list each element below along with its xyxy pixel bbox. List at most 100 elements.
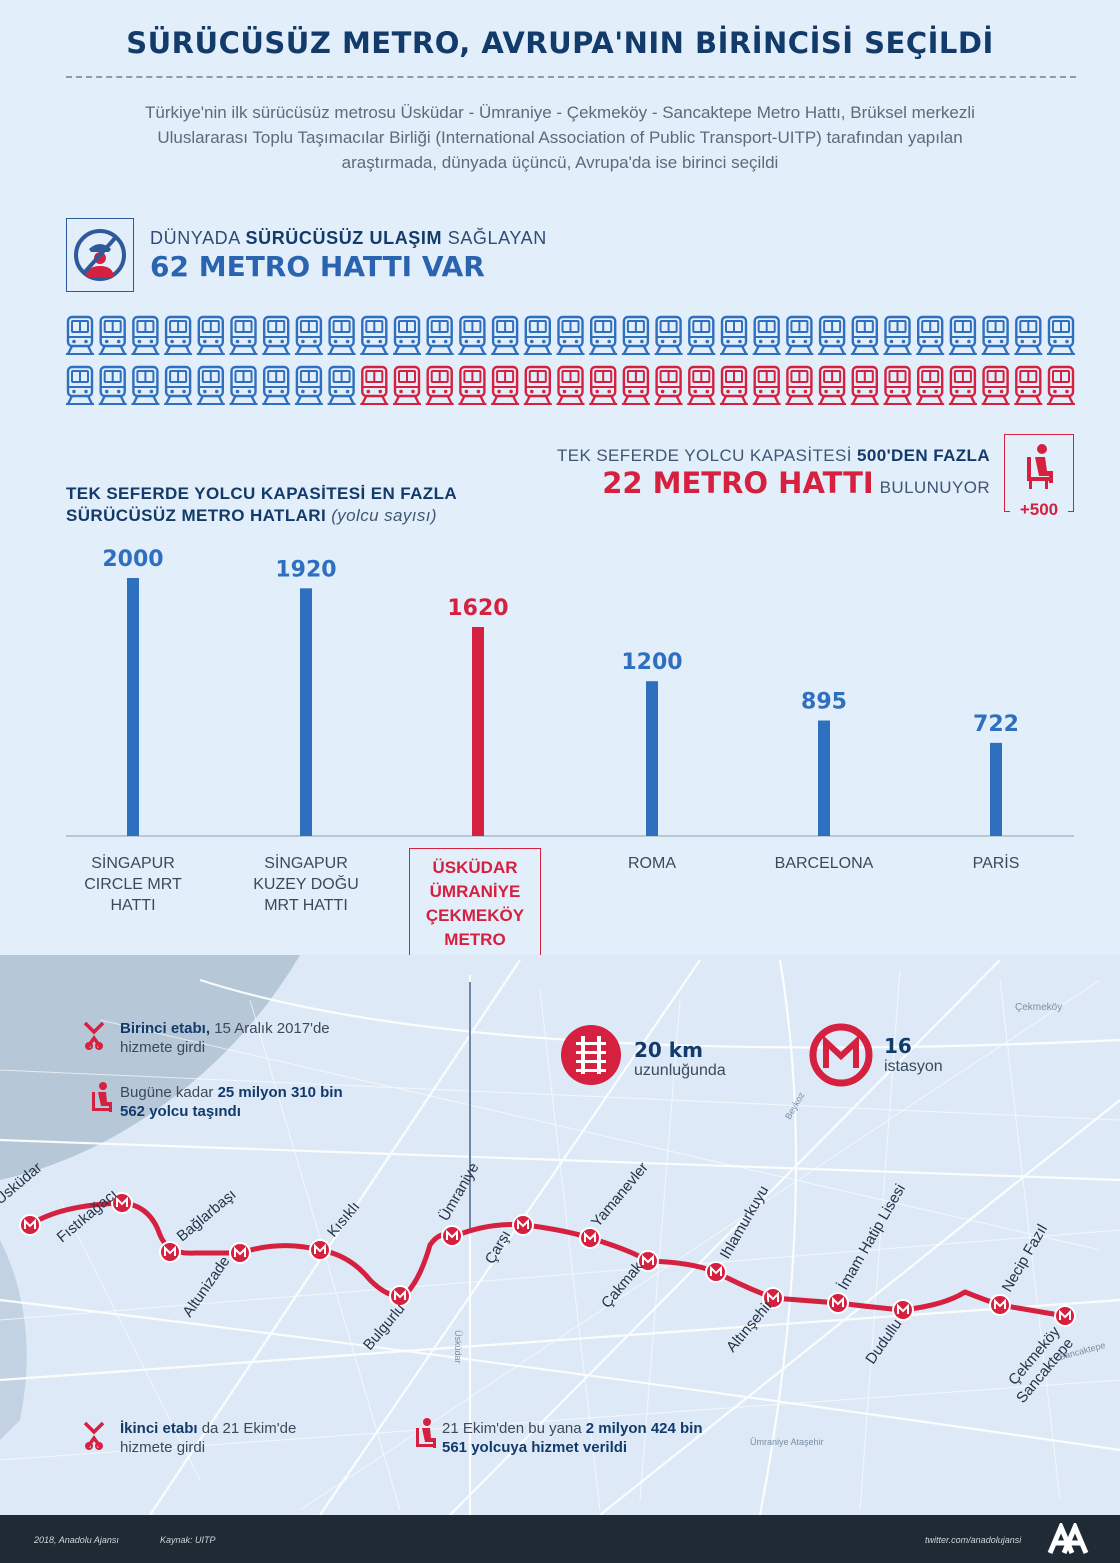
train-icon xyxy=(556,315,585,355)
train-icon xyxy=(916,315,945,355)
bar xyxy=(300,588,312,836)
train-icon xyxy=(66,365,94,405)
train-row-1 xyxy=(66,315,1075,355)
stage2-line2: hizmete girdi xyxy=(120,1439,206,1456)
train-icon xyxy=(327,315,356,355)
train-icon xyxy=(131,315,160,355)
intro-line: araştırmada, dünyada üçüncü, Avrupa'da i… xyxy=(341,153,779,172)
ribbon-cut-icon xyxy=(83,1421,105,1450)
train-icon xyxy=(425,315,454,355)
capacity-count-value: 22 METRO HATTI xyxy=(602,466,874,500)
bar-value-label: 1200 xyxy=(621,650,682,675)
riders2-bold2: 561 yolcuya hizmet verildi xyxy=(442,1439,628,1456)
train-icon xyxy=(229,315,258,355)
capacity-bar-chart: 2000 SİNGAPUR CIRCLE MRT HATTI 1920 SİNGAPUR K… xyxy=(66,547,1074,914)
train-icon xyxy=(458,315,487,355)
riders1-pre: Bugüne kadar xyxy=(120,1084,218,1101)
station-marker xyxy=(512,1214,534,1236)
capacity-caption-a: TEK SEFERDE YOLCU KAPASİTESİ xyxy=(556,446,857,465)
train-icon xyxy=(818,315,847,355)
district-label: Çekmeköy xyxy=(1015,1002,1062,1013)
category-label: CIRCLE MRT xyxy=(84,876,182,893)
bar xyxy=(127,578,139,836)
category-label: SİNGAPUR xyxy=(264,853,348,872)
driverless-caption-c: SAĞLAYAN xyxy=(442,228,547,248)
bar xyxy=(646,681,658,836)
capacity-badge: +500 xyxy=(1010,500,1068,520)
stage1-line2: hizmete girdi xyxy=(120,1039,206,1056)
train-icon xyxy=(393,315,421,355)
train-icon xyxy=(1014,315,1043,355)
train-icon xyxy=(1014,365,1043,405)
category-label: ROMA xyxy=(628,855,676,872)
driverless-caption: DÜNYADA SÜRÜCÜSÜZ ULAŞIM SAĞLAYAN xyxy=(150,228,547,249)
station-marker xyxy=(441,1225,463,1247)
stage1-rest: 15 Aralık 2017'de xyxy=(210,1020,330,1037)
train-icon xyxy=(523,315,552,355)
train-icon xyxy=(1047,315,1075,355)
category-label: SİNGAPUR xyxy=(91,853,175,872)
stage2-text: İkinci etabı da 21 Ekim'de hizmete girdi xyxy=(120,1419,296,1457)
station-marker xyxy=(705,1261,727,1283)
district-label: Ümraniye Ataşehir xyxy=(750,1437,824,1447)
train-icon xyxy=(294,315,323,355)
length-stat: 20 km uzunluğunda xyxy=(634,1038,726,1080)
train-icon xyxy=(589,365,618,405)
aa-logo xyxy=(1047,1523,1089,1554)
station-marker xyxy=(989,1294,1011,1316)
category-label: HATTI xyxy=(110,897,155,914)
train-icon xyxy=(818,365,847,405)
stage2-rest: da 21 Ekim'de xyxy=(197,1420,297,1437)
train-icon xyxy=(785,315,814,355)
train-icon xyxy=(425,365,454,405)
station-marker xyxy=(892,1299,914,1321)
train-icon xyxy=(164,365,193,405)
no-driver-icon xyxy=(66,218,134,292)
train-icon xyxy=(327,365,356,405)
capacity-caption-b: 500'DEN FAZLA xyxy=(857,446,990,465)
station-marker xyxy=(159,1241,181,1263)
train-icon xyxy=(883,315,912,355)
train-icon xyxy=(556,365,585,405)
chart-title-main: SÜRÜCÜSÜZ METRO HATLARI xyxy=(66,506,327,525)
riders1-text: Bugüne kadar 25 milyon 310 bin 562 yolcu… xyxy=(120,1083,343,1121)
highlight-label-line: METRO xyxy=(444,930,506,949)
capacity-count-suffix: BULUNUYOR xyxy=(879,478,990,497)
station-marker xyxy=(309,1239,331,1261)
seated-passenger-icon xyxy=(92,1082,112,1112)
footer-source: Kaynak: UITP xyxy=(160,1535,216,1545)
train-icon xyxy=(523,365,552,405)
train-icon xyxy=(491,315,520,355)
bar xyxy=(472,627,484,836)
train-icon xyxy=(589,315,618,355)
station-marker xyxy=(229,1242,251,1264)
train-icon xyxy=(752,315,781,355)
ribbon-cut-icon xyxy=(83,1021,105,1050)
station-marker xyxy=(579,1227,601,1249)
riders1-bold2: 562 yolcu taşındı xyxy=(120,1103,241,1120)
stage1-bold: Birinci etabı, xyxy=(120,1020,211,1037)
bar-value-label: 722 xyxy=(973,712,1019,737)
station-marker xyxy=(389,1285,411,1307)
category-label: KUZEY DOĞU xyxy=(253,874,359,893)
chart-title-line2: SÜRÜCÜSÜZ METRO HATLARI (yolcu sayısı) xyxy=(66,506,437,526)
train-icon xyxy=(687,365,716,405)
footer-twitter: twitter.com/anadolujansi xyxy=(925,1535,1022,1545)
train-icon xyxy=(294,365,323,405)
title-divider xyxy=(66,76,1076,78)
train-icon xyxy=(458,365,487,405)
train-icon xyxy=(164,315,193,355)
train-icon xyxy=(262,365,291,405)
intro-text: Türkiye'nin ilk sürücüsüz metrosu Üsküda… xyxy=(80,100,1040,175)
station-marker xyxy=(637,1250,659,1272)
station-marker xyxy=(19,1214,41,1236)
train-icon xyxy=(720,365,748,405)
train-icon xyxy=(916,365,945,405)
bar xyxy=(818,720,830,836)
length-unit: uzunluğunda xyxy=(634,1062,726,1079)
bar xyxy=(990,742,1002,836)
train-icon xyxy=(654,315,683,355)
train-icon xyxy=(720,315,748,355)
train-icon xyxy=(360,315,389,355)
